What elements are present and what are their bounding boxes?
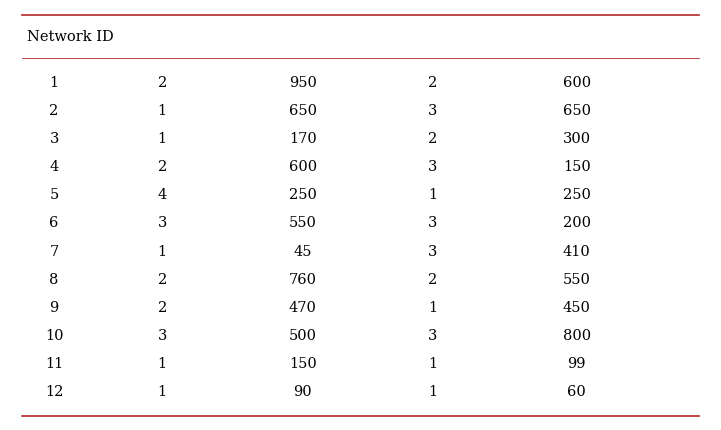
- Text: 2: 2: [158, 76, 167, 89]
- Text: 3: 3: [157, 329, 167, 343]
- Text: 3: 3: [428, 160, 438, 174]
- Text: 650: 650: [563, 104, 590, 118]
- Text: 2: 2: [158, 160, 167, 174]
- Text: 170: 170: [289, 132, 317, 146]
- Text: 3: 3: [428, 104, 438, 118]
- Text: 2: 2: [428, 273, 437, 287]
- Text: 1: 1: [158, 104, 167, 118]
- Text: 950: 950: [289, 76, 317, 89]
- Text: 150: 150: [563, 160, 590, 174]
- Text: 300: 300: [562, 132, 591, 146]
- Text: 3: 3: [49, 132, 59, 146]
- Text: 1: 1: [428, 301, 437, 315]
- Text: 99: 99: [567, 357, 586, 371]
- Text: 60: 60: [567, 385, 586, 399]
- Text: Network ID: Network ID: [27, 30, 114, 43]
- Text: 650: 650: [289, 104, 317, 118]
- Text: 800: 800: [562, 329, 591, 343]
- Text: 600: 600: [288, 160, 317, 174]
- Text: 250: 250: [563, 188, 590, 202]
- Text: 2: 2: [158, 273, 167, 287]
- Text: 8: 8: [49, 273, 59, 287]
- Text: 5: 5: [50, 188, 58, 202]
- Text: 4: 4: [158, 188, 167, 202]
- Text: 200: 200: [563, 216, 590, 230]
- Text: 1: 1: [158, 357, 167, 371]
- Text: 1: 1: [158, 385, 167, 399]
- Text: 10: 10: [45, 329, 63, 343]
- Text: 1: 1: [428, 188, 437, 202]
- Text: 7: 7: [50, 245, 58, 258]
- Text: 3: 3: [157, 216, 167, 230]
- Text: 3: 3: [428, 216, 438, 230]
- Text: 150: 150: [289, 357, 317, 371]
- Text: 500: 500: [289, 329, 317, 343]
- Text: 250: 250: [289, 188, 317, 202]
- Text: 3: 3: [428, 245, 438, 258]
- Text: 2: 2: [428, 132, 437, 146]
- Text: 1: 1: [50, 76, 58, 89]
- Text: 1: 1: [158, 132, 167, 146]
- Text: 1: 1: [428, 385, 437, 399]
- Text: 3: 3: [428, 329, 438, 343]
- Text: 9: 9: [50, 301, 58, 315]
- Text: 1: 1: [428, 357, 437, 371]
- Text: 2: 2: [158, 301, 167, 315]
- Text: 90: 90: [293, 385, 312, 399]
- Text: 45: 45: [293, 245, 312, 258]
- Text: 12: 12: [45, 385, 63, 399]
- Text: 550: 550: [289, 216, 317, 230]
- Text: 2: 2: [428, 76, 437, 89]
- Text: 760: 760: [289, 273, 317, 287]
- Text: 2: 2: [50, 104, 58, 118]
- Text: 410: 410: [563, 245, 590, 258]
- Text: 600: 600: [562, 76, 591, 89]
- Text: 1: 1: [158, 245, 167, 258]
- Text: 470: 470: [289, 301, 317, 315]
- Text: 6: 6: [49, 216, 59, 230]
- Text: 11: 11: [45, 357, 63, 371]
- Text: 450: 450: [563, 301, 590, 315]
- Text: 4: 4: [50, 160, 58, 174]
- Text: 550: 550: [563, 273, 590, 287]
